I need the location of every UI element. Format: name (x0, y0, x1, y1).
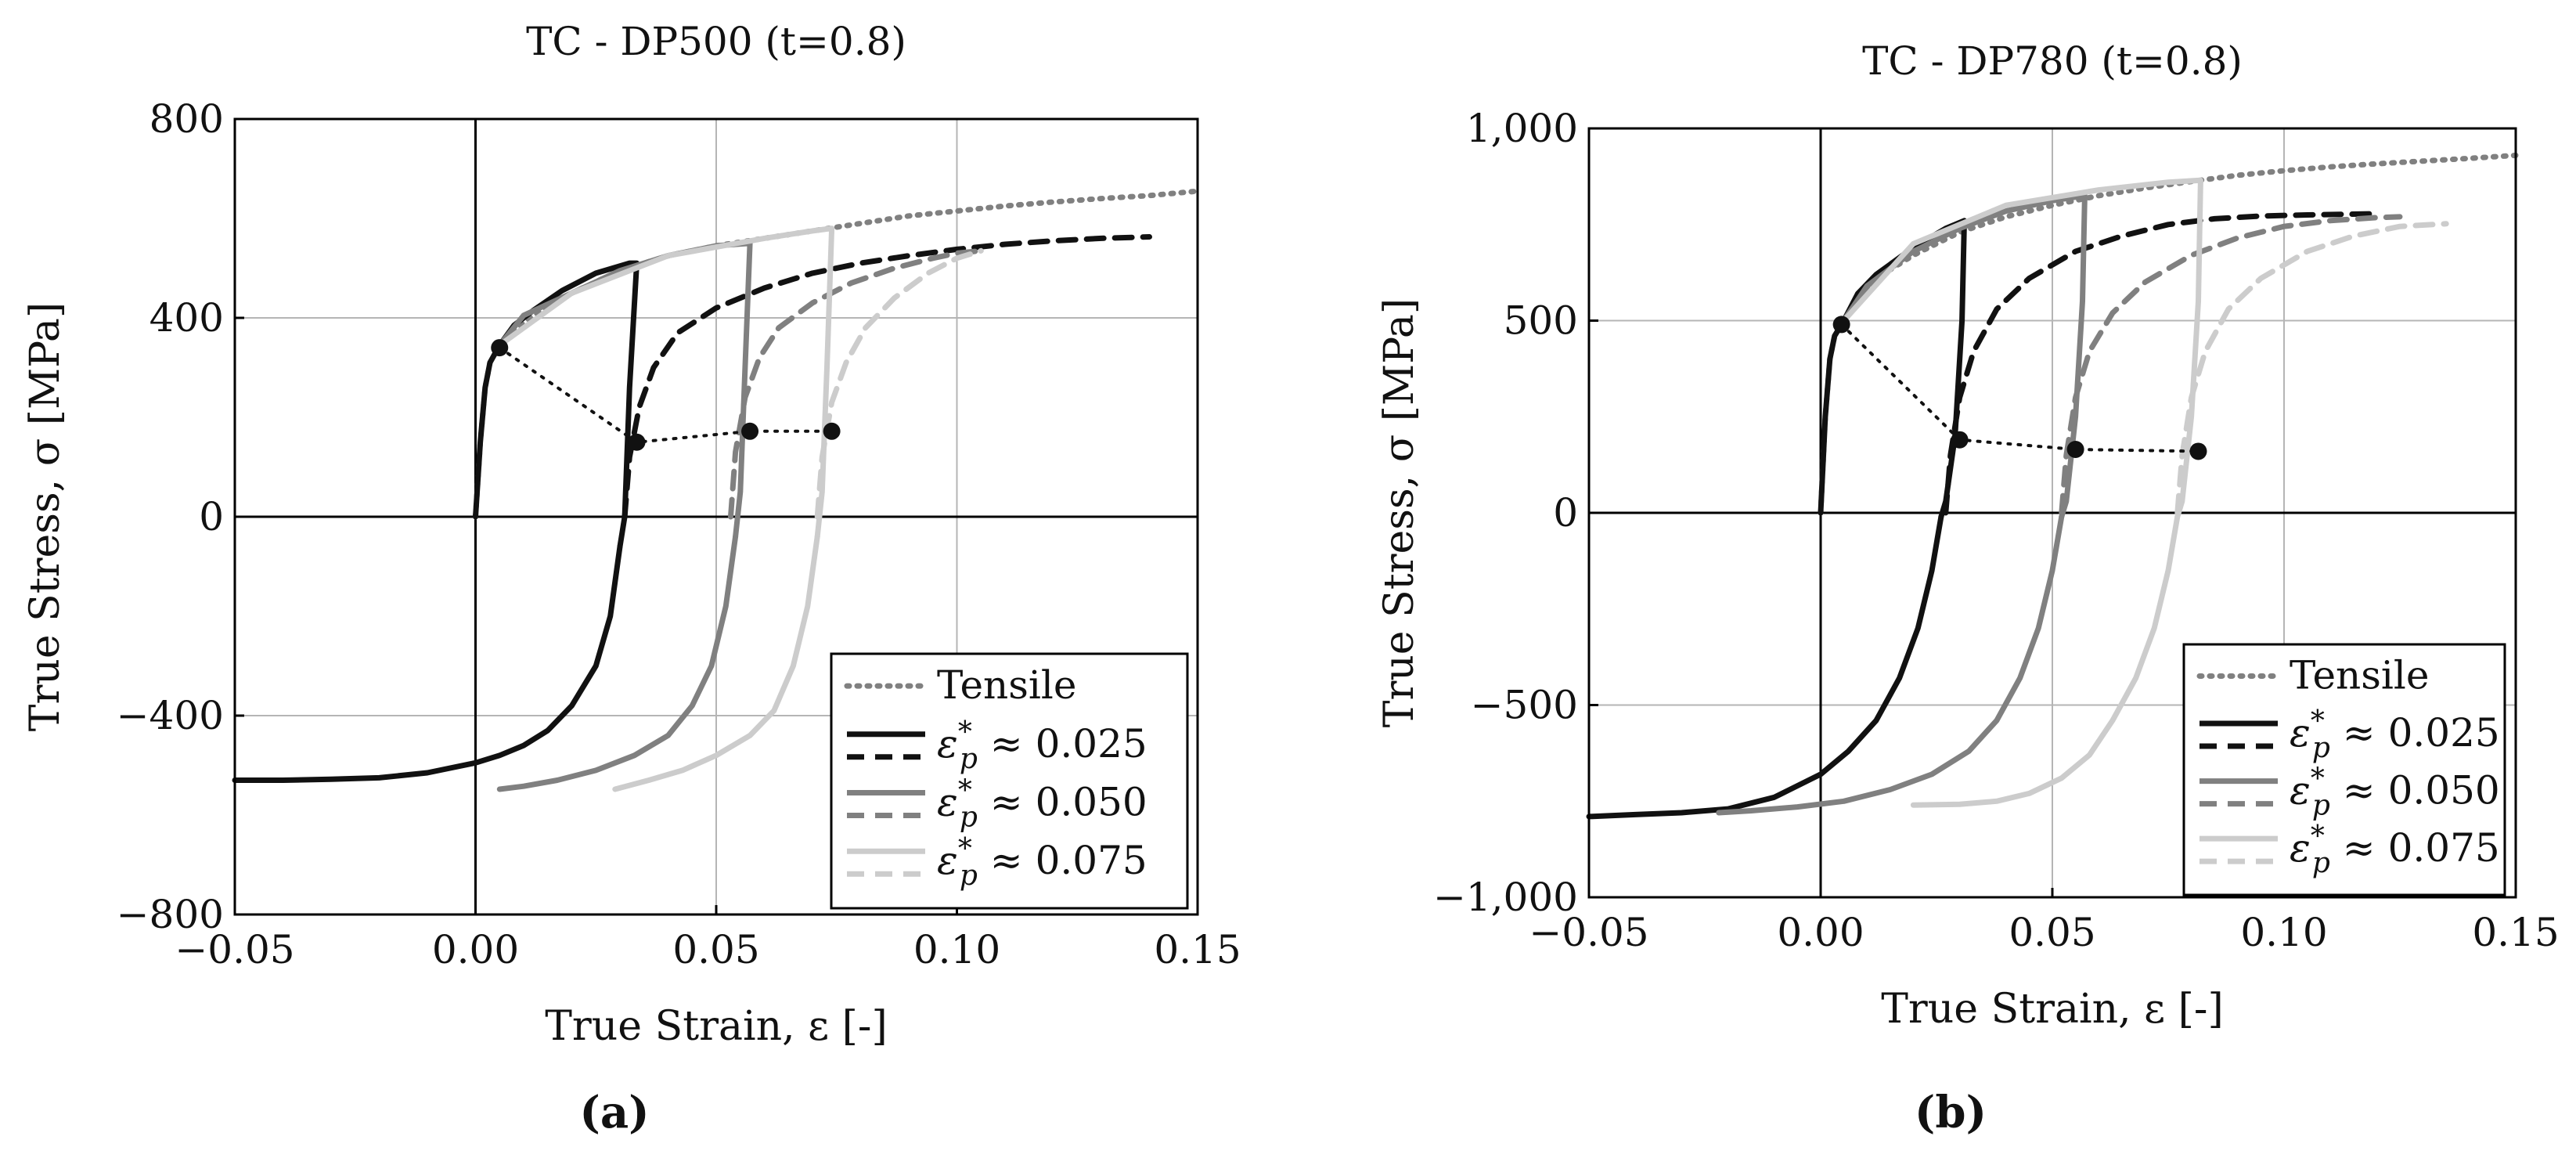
legend-label: ε* p ≈ 0.075 (2290, 821, 2500, 879)
chart-b: TC - DP780 (t=0.8) −0.05 0.00 0.05 0.10 0.15 −… (1376, 38, 2560, 1138)
y-tick-label: 1,000 (1466, 106, 1578, 151)
data-point (1951, 431, 1969, 449)
x-tick-label: 0.10 (2240, 910, 2327, 955)
y-tick-label: −800 (117, 892, 224, 937)
series-line (2059, 214, 2403, 516)
series-line (1839, 323, 2200, 453)
data-point (1832, 316, 1850, 334)
x-tick-label: 0.00 (432, 927, 519, 972)
series-line (1586, 514, 1944, 820)
legend-label: Tensile (937, 662, 1077, 708)
series-line (728, 247, 984, 520)
data-point (741, 422, 759, 440)
y-axis-label: True Stress, σ [MPa] (1376, 298, 1423, 727)
x-axis-label: True Strain, ε [-] (545, 1003, 888, 1050)
legend-box (830, 652, 1189, 910)
series-line (621, 234, 1152, 520)
x-tick-label: −0.05 (175, 927, 294, 972)
series-line (496, 533, 739, 792)
data-point (2189, 442, 2207, 460)
series-line (1943, 211, 2380, 516)
x-tick-label: 0.15 (1154, 927, 1241, 972)
x-tick-label: 0.15 (2472, 910, 2559, 955)
series-line (612, 533, 820, 792)
x-tick-label: 0.05 (672, 927, 759, 972)
y-tick-label: −400 (117, 693, 224, 738)
x-tick-label: 0.05 (2009, 910, 2095, 955)
chart-title: TC - DP780 (t=0.8) (1862, 38, 2243, 84)
legend-label: ε* p ≈ 0.025 (937, 716, 1147, 775)
legend-label: ε* p ≈ 0.050 (937, 775, 1147, 834)
data-point (2066, 440, 2084, 458)
data-point (823, 422, 841, 440)
series-line (232, 543, 623, 783)
series-line (1841, 177, 2203, 520)
x-tick-label: 0.10 (913, 927, 1000, 972)
legend-label: ε* p ≈ 0.050 (2290, 763, 2500, 822)
series-line (1716, 514, 2065, 816)
y-tick-label: 800 (150, 96, 224, 142)
legend-label: Tensile (2290, 652, 2430, 698)
y-tick-label: 0 (1553, 490, 1578, 536)
chart-a: TC - DP500 (t=0.8) −0.05 0.00 0.05 0.10 0.15 −… (22, 19, 1241, 1138)
chart-title: TC - DP500 (t=0.8) (526, 19, 906, 64)
y-tick-label: −500 (1471, 683, 1578, 728)
x-tick-label: 0.00 (1777, 910, 1864, 955)
series-line (1910, 514, 2181, 808)
legend-label: ε* p ≈ 0.025 (2290, 705, 2500, 764)
y-tick-label: 400 (150, 295, 224, 341)
y-tick-label: 0 (199, 494, 224, 539)
series-line (473, 260, 639, 550)
data-point (491, 339, 509, 357)
y-tick-label: 500 (1504, 298, 1578, 344)
y-axis-label: True Stress, σ [MPa] (22, 302, 69, 731)
data-point (628, 433, 646, 451)
subfigure-caption: (a) (579, 1087, 649, 1138)
series-line (2174, 221, 2449, 516)
series-line (498, 346, 834, 444)
series-line (814, 247, 984, 520)
x-tick-label: −0.05 (1529, 910, 1648, 955)
legend-label: ε* p ≈ 0.075 (937, 833, 1147, 892)
subfigure-caption: (b) (1915, 1087, 1987, 1138)
x-axis-label: True Strain, ε [-] (1881, 986, 2224, 1033)
legend-box (2182, 643, 2506, 896)
y-tick-label: −1,000 (1433, 875, 1578, 920)
